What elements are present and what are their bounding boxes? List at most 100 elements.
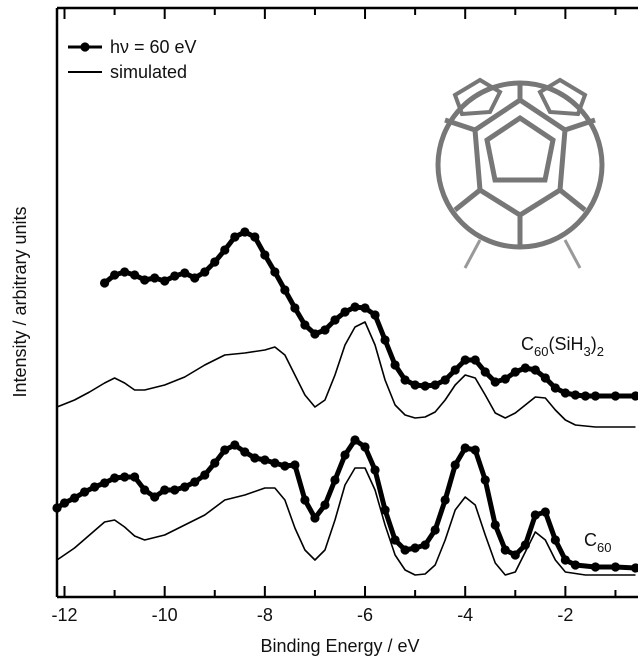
data-point (360, 303, 369, 312)
data-point (461, 355, 470, 364)
data-point (260, 455, 269, 464)
data-point (270, 267, 279, 276)
data-point (110, 270, 119, 279)
data-point (320, 500, 329, 509)
data-point (140, 485, 149, 494)
data-point (170, 271, 179, 280)
data-point (140, 275, 149, 284)
data-point (190, 477, 199, 486)
data-point (280, 285, 289, 294)
data-point (631, 391, 638, 400)
curve-label: C60 (584, 530, 611, 555)
subscript: 60 (597, 540, 611, 555)
legend-label: hν = 60 eV (110, 37, 197, 57)
data-point (330, 475, 339, 484)
data-point (310, 329, 319, 338)
data-point (300, 495, 309, 504)
subscript: 2 (597, 344, 604, 359)
data-point (260, 250, 269, 259)
data-point (531, 510, 540, 519)
data-point (421, 540, 430, 549)
data-point (230, 232, 239, 241)
label-part: C (584, 530, 597, 550)
data-point (451, 460, 460, 469)
subscript: 60 (534, 344, 548, 359)
data-point (130, 270, 139, 279)
data-point (90, 482, 99, 491)
data-point (160, 485, 169, 494)
data-point (411, 543, 420, 552)
data-point (340, 450, 349, 459)
data-point (571, 390, 580, 399)
data-point (591, 391, 600, 400)
data-point (581, 391, 590, 400)
data-point (190, 273, 199, 282)
data-point (451, 365, 460, 374)
data-point (220, 445, 229, 454)
data-point (511, 367, 520, 376)
data-point (100, 278, 109, 287)
data-point (60, 498, 69, 507)
data-point (471, 445, 480, 454)
y-axis-label: Intensity / arbitrary units (10, 206, 30, 397)
data-point (290, 303, 299, 312)
data-point (631, 563, 638, 572)
chart: Binding Energy / eV Intensity / arbitrar… (0, 0, 638, 666)
data-point (491, 377, 500, 386)
data-point (290, 460, 299, 469)
data-point (200, 267, 209, 276)
data-point (431, 525, 440, 534)
x-tick-label: -2 (557, 605, 573, 625)
data-point (431, 380, 440, 389)
label-part: (SiH (548, 334, 583, 354)
data-point (230, 440, 239, 449)
data-point (411, 380, 420, 389)
data-point (130, 472, 139, 481)
data-point (441, 495, 450, 504)
data-point (561, 388, 570, 397)
data-point (501, 374, 510, 383)
x-axis-label: Binding Energy / eV (260, 636, 419, 656)
data-point (380, 335, 389, 344)
data-point (210, 257, 219, 266)
data-point (330, 315, 339, 324)
data-point (591, 562, 600, 571)
data-point (170, 485, 179, 494)
data-point (481, 475, 490, 484)
data-point (280, 461, 289, 470)
data-point (270, 458, 279, 467)
data-point (100, 478, 109, 487)
data-line-thick (105, 232, 636, 396)
data-point (120, 267, 129, 276)
data-point (80, 487, 89, 496)
data-point (250, 453, 259, 462)
frame (57, 8, 638, 597)
data-point (370, 310, 379, 319)
data-point (390, 360, 399, 369)
x-tick-label: -8 (257, 605, 273, 625)
x-tick-label: -10 (152, 605, 178, 625)
data-point (471, 355, 480, 364)
data-point (310, 513, 319, 522)
data-point (511, 550, 520, 559)
data-point (491, 520, 500, 529)
data-point (360, 442, 369, 451)
data-point (150, 492, 159, 501)
data-point (240, 227, 249, 236)
legend-label: simulated (110, 62, 187, 82)
data-point (481, 367, 490, 376)
x-tick-label: -12 (52, 605, 78, 625)
fullerene-image (438, 80, 602, 268)
data-point (551, 535, 560, 544)
data-point (541, 507, 550, 516)
x-tick-label: -6 (357, 605, 373, 625)
data-point (561, 555, 570, 564)
data-point (611, 391, 620, 400)
data-point (571, 560, 580, 569)
data-point (210, 458, 219, 467)
data-point (70, 493, 79, 502)
data-point (521, 363, 530, 372)
label-part: C (521, 334, 534, 354)
data-point (611, 562, 620, 571)
data-point (541, 373, 550, 382)
